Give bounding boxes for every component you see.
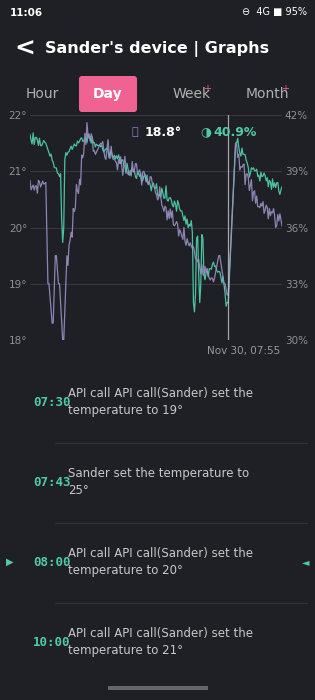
Text: API call API call(Sander) set the
temperature to 21°: API call API call(Sander) set the temper… [68,627,253,657]
Text: +: + [281,84,289,94]
Text: 07:30: 07:30 [33,395,71,409]
Text: 11:06: 11:06 [10,8,43,18]
Text: ◑: ◑ [200,125,211,139]
Text: Day: Day [93,87,123,101]
Text: <: < [14,37,35,61]
Text: Hour: Hour [25,87,59,101]
Text: 10:00: 10:00 [33,636,71,648]
FancyBboxPatch shape [79,76,137,112]
Text: 40.9%: 40.9% [213,125,256,139]
Text: ▶: ▶ [6,557,14,567]
Text: Nov 30, 07:55: Nov 30, 07:55 [207,346,280,356]
FancyBboxPatch shape [102,686,213,690]
Text: Sander's device | Graphs: Sander's device | Graphs [45,41,270,57]
Text: Week: Week [173,87,211,101]
Text: API call API call(Sander) set the
temperature to 19°: API call API call(Sander) set the temper… [68,387,253,416]
Text: ◄: ◄ [301,557,309,567]
Text: 18.8°: 18.8° [145,125,182,139]
Text: 08:00: 08:00 [33,556,71,568]
Text: 🌡: 🌡 [131,127,138,137]
Text: Sander set the temperature to
25°: Sander set the temperature to 25° [68,468,249,497]
Text: +: + [203,84,211,94]
Text: Month: Month [245,87,289,101]
Text: API call API call(Sander) set the
temperature to 20°: API call API call(Sander) set the temper… [68,547,253,577]
Text: ⊖  4G ■ 95%: ⊖ 4G ■ 95% [242,8,307,18]
Text: 07:43: 07:43 [33,475,71,489]
